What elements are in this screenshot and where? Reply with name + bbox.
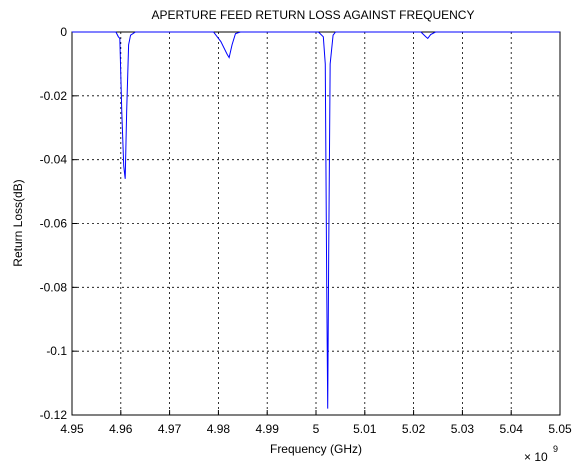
y-tick-label: -0.12 <box>40 408 68 422</box>
x-axis-label: Frequency (GHz) <box>270 442 362 456</box>
x-tick-label: 4.95 <box>60 422 84 436</box>
y-tick-label: -0.06 <box>40 217 68 231</box>
y-axis-label: Return Loss(dB) <box>11 179 25 266</box>
x-exponent: 9 <box>553 444 558 454</box>
x-tick-label: 4.97 <box>158 422 182 436</box>
x-tick-label: 5.03 <box>451 422 475 436</box>
x-tick-label: 5.04 <box>500 422 524 436</box>
x-tick-label: 5.02 <box>402 422 426 436</box>
data-line <box>72 31 560 409</box>
x-multiplier: × 10 <box>524 450 548 464</box>
y-tick-label: -0.08 <box>40 280 68 294</box>
x-tick-label: 5 <box>313 422 320 436</box>
chart-title: APERTURE FEED RETURN LOSS AGAINST FREQUE… <box>152 8 475 22</box>
x-tick-label: 4.98 <box>207 422 231 436</box>
y-tick-label: -0.04 <box>40 153 68 167</box>
x-tick-label: 4.99 <box>256 422 280 436</box>
y-tick-label: -0.02 <box>40 89 68 103</box>
y-tick-label: -0.1 <box>46 344 67 358</box>
y-tick-label: 0 <box>60 25 67 39</box>
x-tick-label: 5.05 <box>548 422 572 436</box>
x-tick-label: 5.01 <box>353 422 377 436</box>
x-tick-label: 4.96 <box>109 422 133 436</box>
